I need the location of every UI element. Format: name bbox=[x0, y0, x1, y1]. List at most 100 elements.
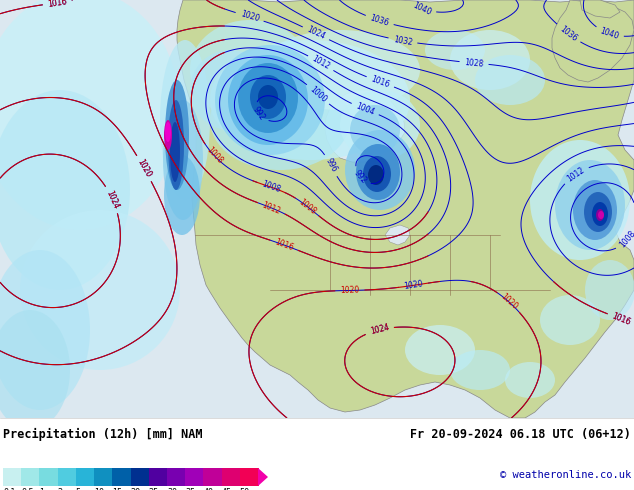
Text: 1008: 1008 bbox=[297, 197, 318, 216]
Bar bbox=[131, 468, 149, 486]
Ellipse shape bbox=[540, 295, 600, 345]
Bar bbox=[221, 468, 240, 486]
Ellipse shape bbox=[363, 156, 391, 192]
Bar bbox=[167, 468, 186, 486]
Ellipse shape bbox=[258, 85, 278, 109]
Ellipse shape bbox=[190, 20, 310, 120]
Ellipse shape bbox=[163, 100, 203, 220]
Text: 10: 10 bbox=[94, 488, 104, 490]
Ellipse shape bbox=[215, 45, 325, 155]
Bar bbox=[39, 468, 58, 486]
Text: 1012: 1012 bbox=[566, 165, 586, 183]
Bar bbox=[58, 468, 76, 486]
Ellipse shape bbox=[598, 211, 604, 219]
Ellipse shape bbox=[340, 90, 420, 160]
Bar bbox=[0, 0, 634, 418]
Ellipse shape bbox=[505, 362, 555, 398]
Text: 40: 40 bbox=[204, 488, 214, 490]
Text: 1024: 1024 bbox=[105, 189, 120, 210]
Text: 1016: 1016 bbox=[370, 74, 391, 90]
Text: 1040: 1040 bbox=[411, 0, 432, 17]
Ellipse shape bbox=[250, 75, 286, 119]
Bar bbox=[3, 468, 22, 486]
Bar bbox=[240, 468, 259, 486]
Text: 1024: 1024 bbox=[306, 25, 327, 42]
Bar bbox=[94, 468, 113, 486]
Ellipse shape bbox=[164, 155, 200, 235]
Ellipse shape bbox=[210, 70, 350, 170]
Bar bbox=[21, 468, 40, 486]
Text: 35: 35 bbox=[185, 488, 195, 490]
Text: 1008: 1008 bbox=[204, 146, 224, 166]
Ellipse shape bbox=[0, 310, 70, 430]
Text: 1020: 1020 bbox=[239, 10, 260, 24]
Bar bbox=[0, 418, 634, 490]
Ellipse shape bbox=[475, 55, 545, 105]
Ellipse shape bbox=[238, 63, 298, 133]
Text: 50: 50 bbox=[240, 488, 250, 490]
Text: 1036: 1036 bbox=[369, 13, 390, 28]
Ellipse shape bbox=[405, 325, 475, 375]
Ellipse shape bbox=[345, 130, 415, 210]
Text: 1016: 1016 bbox=[273, 238, 295, 252]
Text: 2: 2 bbox=[58, 488, 63, 490]
Ellipse shape bbox=[170, 122, 180, 182]
Ellipse shape bbox=[592, 202, 608, 226]
Text: 1016: 1016 bbox=[611, 311, 632, 327]
Ellipse shape bbox=[585, 260, 634, 320]
Text: 1020: 1020 bbox=[499, 292, 519, 312]
Text: 1008: 1008 bbox=[618, 229, 634, 250]
Ellipse shape bbox=[596, 209, 604, 221]
Text: 25: 25 bbox=[149, 488, 159, 490]
Text: 0.5: 0.5 bbox=[21, 488, 34, 490]
Ellipse shape bbox=[530, 140, 630, 260]
Text: Fr 20-09-2024 06.18 UTC (06+12): Fr 20-09-2024 06.18 UTC (06+12) bbox=[410, 428, 631, 441]
Text: 1032: 1032 bbox=[392, 35, 413, 47]
Ellipse shape bbox=[20, 210, 180, 370]
Bar bbox=[76, 468, 94, 486]
Text: 992: 992 bbox=[353, 169, 368, 186]
Ellipse shape bbox=[228, 55, 308, 145]
Ellipse shape bbox=[350, 105, 400, 155]
Text: 45: 45 bbox=[221, 488, 231, 490]
Text: 1024: 1024 bbox=[369, 323, 390, 337]
Text: 0.1: 0.1 bbox=[3, 488, 15, 490]
Bar bbox=[149, 468, 167, 486]
Ellipse shape bbox=[368, 165, 384, 185]
Text: 1036: 1036 bbox=[558, 24, 579, 43]
Text: 30: 30 bbox=[167, 488, 177, 490]
Text: 1028: 1028 bbox=[464, 58, 484, 69]
Ellipse shape bbox=[356, 144, 400, 200]
Text: 1024: 1024 bbox=[369, 323, 390, 337]
Text: 1020: 1020 bbox=[340, 286, 359, 295]
Text: © weatheronline.co.uk: © weatheronline.co.uk bbox=[500, 470, 631, 480]
Text: 20: 20 bbox=[131, 488, 141, 490]
Ellipse shape bbox=[425, 30, 485, 70]
Text: 1004: 1004 bbox=[354, 101, 376, 117]
Text: 1: 1 bbox=[39, 488, 44, 490]
Text: 1040: 1040 bbox=[599, 26, 620, 41]
Polygon shape bbox=[552, 0, 634, 82]
Polygon shape bbox=[580, 0, 620, 18]
Ellipse shape bbox=[0, 250, 90, 410]
Bar bbox=[185, 468, 204, 486]
Ellipse shape bbox=[450, 30, 530, 90]
Ellipse shape bbox=[450, 350, 510, 390]
Ellipse shape bbox=[573, 180, 617, 240]
Ellipse shape bbox=[210, 40, 410, 160]
Polygon shape bbox=[258, 468, 268, 486]
Text: 996: 996 bbox=[323, 157, 339, 174]
Text: 1016: 1016 bbox=[47, 0, 67, 9]
Text: 1016: 1016 bbox=[611, 311, 632, 327]
Polygon shape bbox=[385, 225, 410, 245]
Text: Precipitation (12h) [mm] NAM: Precipitation (12h) [mm] NAM bbox=[3, 428, 202, 441]
Ellipse shape bbox=[165, 122, 171, 142]
Ellipse shape bbox=[165, 80, 189, 190]
Ellipse shape bbox=[584, 192, 612, 232]
Text: 15: 15 bbox=[112, 488, 122, 490]
Text: 1016: 1016 bbox=[47, 0, 67, 9]
Text: 992: 992 bbox=[251, 105, 266, 122]
Text: 1020: 1020 bbox=[136, 158, 153, 179]
Polygon shape bbox=[325, 90, 405, 162]
Text: 1012: 1012 bbox=[310, 54, 332, 72]
